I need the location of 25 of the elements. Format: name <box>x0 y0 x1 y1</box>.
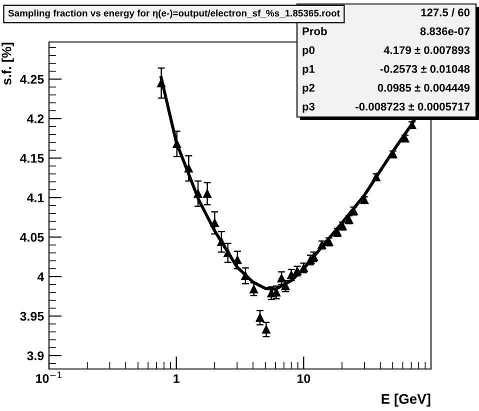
y-tick-label: 4.2 <box>26 114 44 124</box>
text: 8.836e-07 <box>420 27 470 36</box>
text: Prob <box>302 27 327 36</box>
y-tick-label: 3.95 <box>20 312 44 321</box>
annotation: p3 <box>302 102 315 113</box>
x-tick-label: 1 <box>174 374 180 383</box>
y-tick-label: 4.15 <box>20 154 44 163</box>
annotation: p0 <box>302 46 315 56</box>
annotation: 0.0985 ± 0.004449 <box>378 84 470 92</box>
annotation: p1 <box>302 65 315 76</box>
annotation: p2 <box>302 84 315 94</box>
x-tick-label: 10$^{−1}$ <box>36 372 62 383</box>
x-axis-title: E [GeV] <box>382 394 430 407</box>
y-tick-label: 3.9 <box>27 351 44 360</box>
annotation: -0.2573 ± 0.01048 <box>380 65 470 73</box>
y-tick-label: 4.05 <box>20 232 44 242</box>
y-tick-label: 4.25 <box>20 74 44 84</box>
annotation: -0.008723 ± 0.0005717 <box>356 102 470 111</box>
text: 127.5 / 60 <box>421 8 470 17</box>
y-axis-title: s.f. [%] <box>2 42 14 85</box>
annotation: 4.179 ± 0.007893 <box>384 46 470 54</box>
y-tick-label: 4 <box>37 272 44 282</box>
y-tick-label: 4.1 <box>26 194 44 202</box>
chart-title: Sampling fraction vs energy for η(e-)=output/electron_sf_%s_1.85365.root <box>8 10 340 18</box>
x-tick-label: 10 <box>298 374 310 384</box>
